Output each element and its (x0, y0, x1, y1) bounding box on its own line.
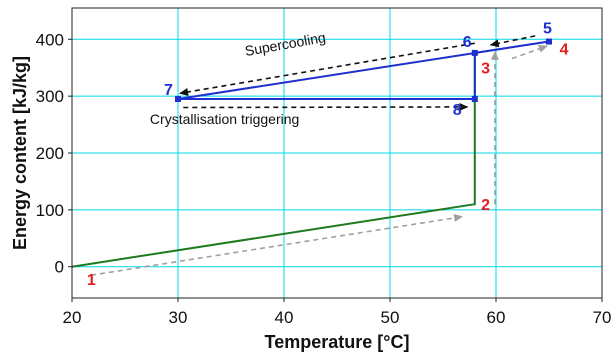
y-axis-label: Energy content [kJ/kg] (10, 56, 30, 250)
point-label-2: 2 (481, 197, 490, 214)
point-label-1: 1 (87, 272, 96, 289)
y-tick-label: 100 (36, 201, 64, 220)
x-tick-label: 40 (275, 308, 294, 327)
dashed-arrow-3 (183, 102, 469, 111)
point-labels: 5 6 7 8 1 2 3 4 (87, 21, 569, 290)
annotations: Supercooling Crystallisation triggering (150, 29, 327, 127)
x-tick-label: 50 (381, 308, 400, 327)
annotation-1: Supercooling (244, 29, 327, 59)
tick-labels: 20 30 40 50 60 70 0 100 200 300 400 (36, 30, 612, 327)
x-tick-label: 70 (593, 308, 612, 327)
grid (72, 8, 602, 298)
marker-point-5 (546, 38, 552, 45)
annotation-2: Crystallisation triggering (150, 111, 299, 127)
point-label-3: 3 (481, 61, 490, 78)
dashed-arrow-1 (489, 35, 536, 48)
x-tick-label: 20 (63, 308, 82, 327)
point-label-5: 5 (543, 21, 552, 38)
series-line-blue (177, 40, 550, 100)
arrows (90, 35, 548, 277)
point-label-7: 7 (164, 82, 173, 99)
y-tick-label: 200 (36, 144, 64, 163)
marker-point-6 (471, 49, 478, 56)
series (71, 40, 550, 268)
x-axis-label: Temperature [°C] (265, 332, 410, 352)
dashed-arrow-2 (179, 42, 475, 96)
markers (175, 38, 552, 102)
marker-point-7 (175, 95, 181, 102)
dashed-arrow-6 (511, 45, 548, 60)
point-label-6: 6 (463, 34, 472, 51)
series-line-green (71, 52, 476, 268)
x-tick-label: 30 (169, 308, 188, 327)
y-tick-label: 0 (55, 258, 64, 277)
point-label-8: 8 (453, 102, 462, 119)
point-label-4: 4 (560, 41, 569, 58)
marker-point-8 (471, 95, 478, 102)
y-tick-label: 400 (36, 30, 64, 49)
x-tick-label: 60 (487, 308, 506, 327)
y-tick-label: 300 (36, 87, 64, 106)
